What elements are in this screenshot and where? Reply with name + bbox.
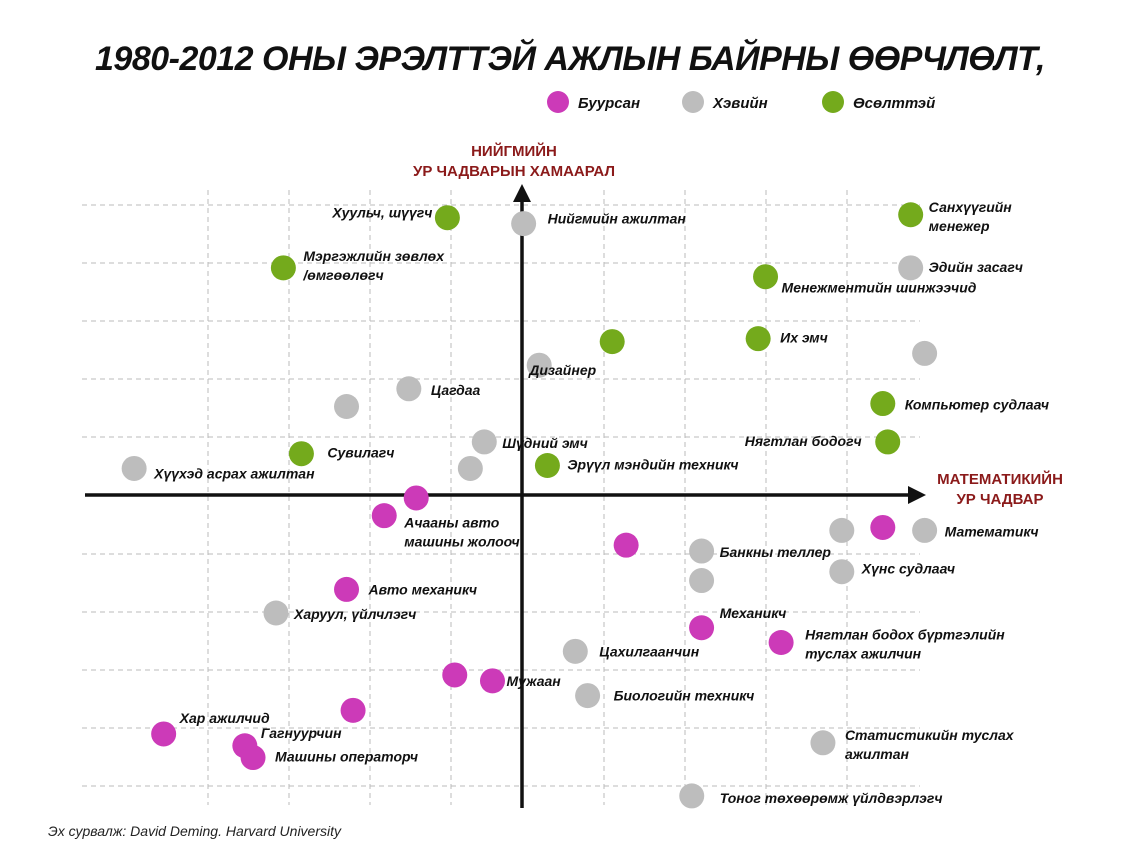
point-growing — [599, 329, 625, 355]
point-growing — [534, 453, 560, 478]
point-declining — [479, 668, 505, 694]
point-normal — [912, 340, 938, 366]
point-label: Шүдний эмч — [502, 435, 588, 451]
point-growing — [434, 205, 460, 231]
data-labels: Хуульч, шүүгч Нийгмийн ажилтан Санхүүгийн м… — [153, 199, 1049, 806]
point-declining — [689, 615, 715, 641]
x-axis-title-line2: УР ЧАДВАР — [956, 491, 1043, 508]
point-label: Харуул, үйлчлэгч — [293, 606, 416, 622]
point-label: Нийгмийн ажилтан — [548, 211, 687, 227]
chart-title: 1980-2012 ОНЫ ЭРЭЛТТЭЙ АЖЛЫН БАЙРНЫ ӨӨРЧ… — [95, 39, 1045, 78]
point-label: Санхүүгийн менежер — [929, 199, 1013, 234]
point-normal — [457, 455, 483, 481]
point-label: Ачааны авто машины жолооч — [403, 515, 519, 550]
point-declining — [334, 576, 360, 602]
point-label: Сувилагч — [327, 445, 394, 461]
point-normal — [526, 352, 552, 378]
point-label: Хар ажилчид — [179, 710, 270, 726]
point-growing — [270, 255, 296, 281]
point-normal — [471, 429, 497, 455]
point-normal — [334, 394, 360, 419]
point-label: Мужаан — [506, 673, 561, 689]
legend-label-declining: Буурсан — [578, 95, 640, 112]
point-normal — [575, 683, 601, 709]
point-declining — [340, 697, 366, 723]
point-normal — [396, 376, 422, 402]
point-declining — [371, 503, 397, 529]
point-normal — [810, 730, 836, 756]
point-label: Хуульч, шүүгч — [331, 205, 432, 221]
x-axis-title-line1: МАТЕМАТИКИЙН — [937, 470, 1063, 488]
legend-label-normal: Хэвийн — [712, 95, 768, 112]
point-normal — [689, 538, 715, 564]
point-normal — [829, 517, 855, 543]
point-declining — [151, 721, 177, 747]
point-declining — [240, 745, 266, 771]
point-normal — [511, 211, 537, 237]
point-label: Банкны теллер — [720, 544, 832, 560]
point-declining — [870, 514, 896, 540]
point-label: Дизайнер — [528, 362, 596, 378]
point-label: Мэргэжлийн зөвлөх/өмгөөлөгч — [302, 248, 445, 283]
point-label: Их эмч — [780, 330, 828, 346]
point-label: Эдийн засагч — [929, 259, 1023, 275]
point-label: Машины операторч — [275, 749, 418, 765]
point-label: Хүүхэд асрах ажилтан — [153, 465, 315, 481]
x-axis-arrow — [908, 486, 926, 504]
point-label: Хүнс судлаач — [861, 561, 955, 577]
y-axis-title-line2: УР ЧАДВАРЫН ХАМААРАЛ — [413, 163, 615, 180]
point-label: Биологийн техникч — [614, 688, 755, 704]
point-label: Нягтлан бодогч — [745, 433, 862, 449]
point-declining — [403, 485, 429, 511]
source-note: Эх сурвалж: David Deming. Harvard Univer… — [48, 823, 342, 839]
point-label: Нягтлан бодох бүртгэлийн туслах ажилчин — [805, 627, 1005, 662]
point-growing — [753, 264, 779, 290]
point-growing — [898, 202, 924, 228]
axes — [85, 184, 926, 808]
point-normal — [829, 559, 855, 585]
point-growing — [870, 391, 896, 417]
point-label: Механикч — [720, 605, 787, 621]
point-label: Цахилгаанчин — [599, 643, 699, 659]
point-label: Авто механикч — [368, 581, 478, 597]
point-declining — [613, 532, 639, 558]
point-normal — [263, 600, 289, 626]
legend-marker-declining — [547, 91, 569, 113]
point-normal — [121, 455, 147, 481]
point-normal — [912, 517, 938, 543]
point-declining — [442, 662, 468, 688]
point-growing — [288, 441, 314, 467]
point-label: Менежментийн шинжээчид — [782, 280, 977, 296]
point-normal — [679, 783, 705, 809]
point-label: Цагдаа — [431, 382, 481, 398]
data-points — [121, 202, 938, 809]
point-label: Статистикийн туслах ажилтан — [845, 727, 1015, 762]
point-label: Компьютер судлаач — [905, 397, 1049, 413]
point-growing — [875, 429, 901, 455]
y-axis-arrow — [513, 184, 531, 202]
point-growing — [745, 326, 771, 352]
legend-marker-normal — [682, 91, 704, 113]
point-label: Гагнуурчин — [261, 725, 342, 741]
point-label: Математикч — [945, 523, 1039, 539]
point-normal — [898, 255, 924, 281]
point-label: Эрүүл мэндийн техникч — [567, 457, 738, 473]
point-label: Тоног төхөөрөмж үйлдвэрлэгч — [720, 790, 943, 806]
point-normal — [689, 568, 715, 594]
grid — [82, 190, 920, 805]
point-normal — [562, 638, 588, 664]
y-axis-title-line1: НИЙГМИЙН — [471, 142, 557, 160]
legend-label-growing: Өсөлттэй — [853, 95, 935, 112]
legend: Буурсан Хэвийн Өсөлттэй — [547, 91, 935, 113]
point-declining — [768, 630, 794, 655]
legend-marker-growing — [822, 91, 844, 113]
